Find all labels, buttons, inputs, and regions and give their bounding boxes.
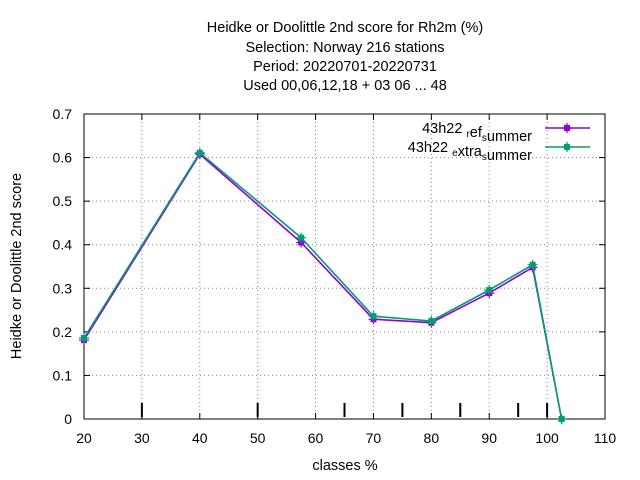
chart-title: Heidke or Doolittle 2nd score for Rh2m (… <box>207 20 483 94</box>
x-tick-label: 100 <box>535 430 559 446</box>
legend-entry: 43h22 extrasummer <box>408 140 590 164</box>
y-tick-label: 0.7 <box>53 106 73 122</box>
title-line: Selection: Norway 216 stations <box>245 40 444 56</box>
x-tick-label: 80 <box>424 430 440 446</box>
x-tick-label: 60 <box>308 430 324 446</box>
data-point <box>527 259 538 270</box>
data-point <box>79 332 89 343</box>
legend-label: 43h22 refsummer <box>422 121 532 145</box>
data-point <box>194 147 205 158</box>
y-tick-label: 0.3 <box>53 280 73 296</box>
title-line: Period: 20220701-20220731 <box>253 59 437 75</box>
data-point <box>562 123 572 133</box>
y-tick-label: 0.6 <box>53 150 73 166</box>
data-point <box>562 142 572 152</box>
x-tick-label: 30 <box>134 430 150 446</box>
y-tick-label: 0.4 <box>53 237 73 253</box>
data-point <box>296 232 307 243</box>
title-line: Used 00,06,12,18 + 03 06 ... 48 <box>243 78 447 94</box>
x-tick-label: 90 <box>481 430 497 446</box>
title-line: Heidke or Doolittle 2nd score for Rh2m (… <box>207 20 483 36</box>
x-tick-label: 110 <box>594 430 617 446</box>
series-line <box>83 151 563 420</box>
x-tick-label: 70 <box>366 430 382 446</box>
series-1 <box>79 149 567 424</box>
x-axis-label: classes % <box>312 458 377 474</box>
series-line <box>83 152 563 420</box>
class-markers <box>140 403 549 417</box>
x-axis-ticks: 20 30 40 50 60 70 80 90 100 110 <box>76 114 616 446</box>
data-point <box>556 414 567 424</box>
plot-frame <box>83 113 606 420</box>
x-tick-label: 20 <box>76 430 92 446</box>
y-axis-label: Heidke or Doolittle 2nd score <box>9 173 25 359</box>
y-tick-label: 0.5 <box>53 193 73 209</box>
y-tick-label: 0 <box>64 411 72 427</box>
series-lines <box>79 147 567 424</box>
y-tick-label: 0.1 <box>53 367 73 383</box>
legend-entry: 43h22 refsummer <box>422 121 590 145</box>
data-point <box>426 315 437 326</box>
y-axis-ticks: 0 0.1 0.2 0.3 0.4 0.5 0.6 0.7 <box>53 106 605 427</box>
x-tick-label: 40 <box>192 430 208 446</box>
y-tick-label: 0.2 <box>53 324 73 340</box>
legend-label: 43h22 extrasummer <box>408 140 532 164</box>
data-point <box>368 311 379 322</box>
series-2 <box>79 147 567 424</box>
data-point <box>484 285 495 296</box>
x-tick-label: 50 <box>250 430 266 446</box>
